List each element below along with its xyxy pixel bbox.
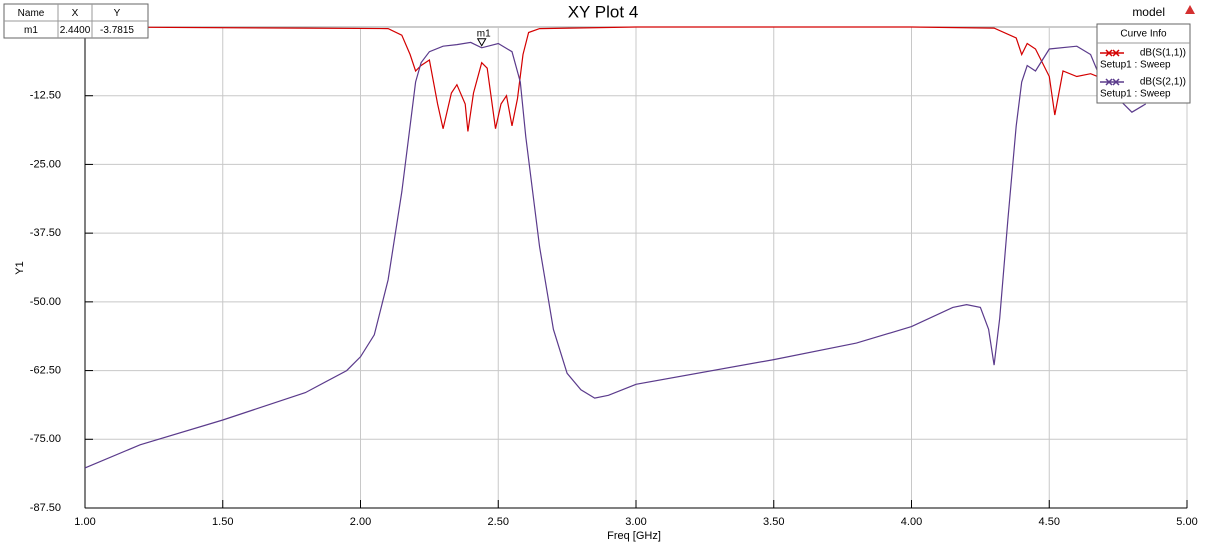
y-tick-label: -25.00 <box>30 158 61 170</box>
series-line <box>84 41 1147 469</box>
x-tick-label: 3.00 <box>625 516 646 528</box>
legend-symbol <box>1105 49 1120 57</box>
series-line <box>84 26 1133 132</box>
y-tick-label: -75.00 <box>30 433 61 445</box>
x-tick-label: 4.50 <box>1039 516 1060 528</box>
x-tick-label: 1.50 <box>212 516 233 528</box>
x-tick-label: 4.00 <box>901 516 922 528</box>
legend-symbol <box>1105 78 1120 86</box>
x-tick-label: 1.00 <box>74 516 95 528</box>
legend-box <box>1096 23 1191 104</box>
y-axis-label: Y1 <box>14 261 26 274</box>
table-cell: -3.7815 <box>100 25 134 36</box>
chart-title: XY Plot 4 <box>568 2 639 21</box>
marker-triangle <box>476 38 487 47</box>
table-header: X <box>72 8 79 19</box>
marker-label: m1 <box>477 28 491 39</box>
x-tick-label: 5.00 <box>1176 516 1197 528</box>
table-cell: m1 <box>24 25 38 36</box>
legend-title: Curve Info <box>1120 29 1167 40</box>
table-header: Name <box>18 8 45 19</box>
y-tick-label: -62.50 <box>30 364 61 376</box>
y-tick-label: -50.00 <box>30 296 61 308</box>
x-tick-label: 3.50 <box>763 516 784 528</box>
x-axis-label: Freq [GHz] <box>607 530 661 542</box>
legend-label: dB(S(1,1)) <box>1140 48 1186 59</box>
y-tick-label: -37.50 <box>30 227 61 239</box>
legend-label: dB(S(2,1)) <box>1140 77 1186 88</box>
table-cell: 2.4400 <box>60 25 91 36</box>
menu-icon[interactable] <box>1185 5 1195 14</box>
legend-setup: Setup1 : Sweep <box>1100 60 1171 71</box>
x-tick-label: 2.50 <box>488 516 509 528</box>
legend-setup: Setup1 : Sweep <box>1100 89 1171 100</box>
table-header: Y <box>114 8 121 19</box>
project-label: model <box>1132 5 1165 19</box>
y-tick-label: -12.50 <box>30 90 61 102</box>
y-tick-label: -87.50 <box>30 502 61 514</box>
x-tick-label: 2.00 <box>350 516 371 528</box>
